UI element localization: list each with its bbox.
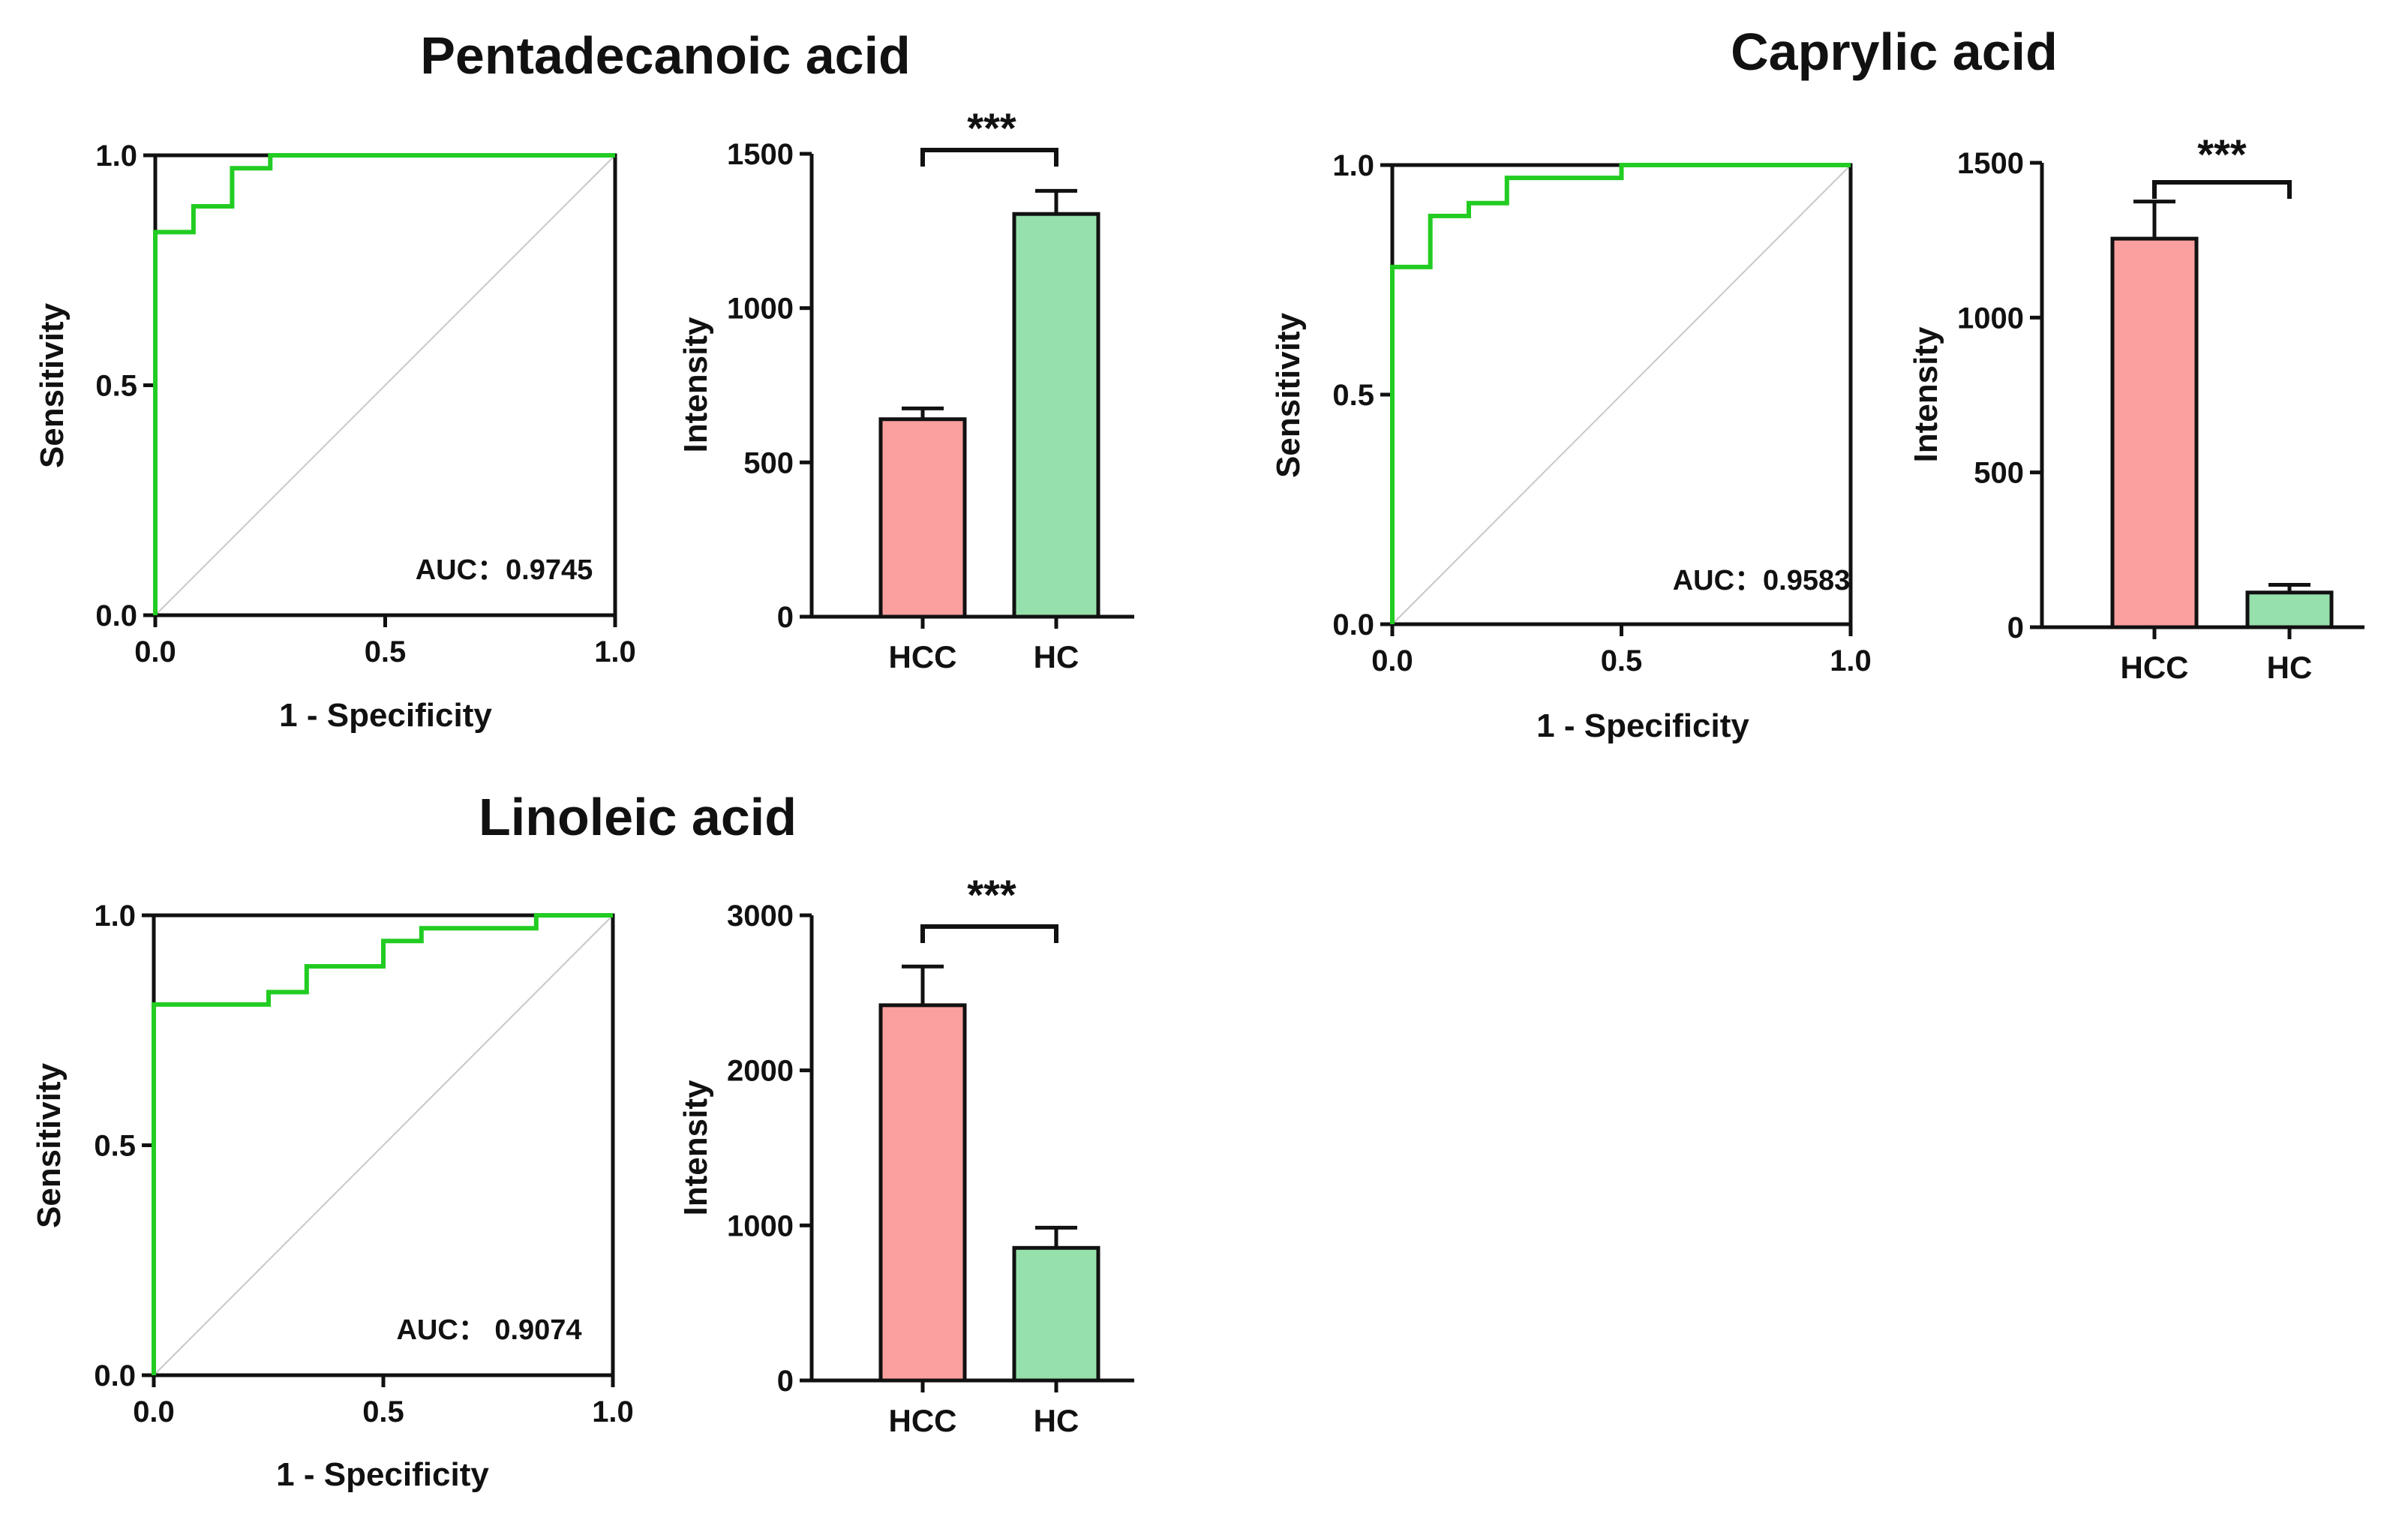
- significance-bracket: [920, 148, 1058, 167]
- y-axis-label: Intensity: [677, 1080, 714, 1215]
- bar-hcc: [2110, 236, 2199, 629]
- x-tick-label: 0.0: [134, 635, 176, 668]
- category-label: HCC: [889, 639, 957, 674]
- category-label: HC: [1034, 639, 1079, 674]
- x-axis-label: 1 - Specificity: [279, 697, 492, 734]
- category-label: HCC: [889, 1403, 957, 1438]
- category-label: HC: [2267, 650, 2313, 685]
- bar-hcc: [878, 1003, 967, 1383]
- y-tick-label: 2000: [727, 1055, 794, 1088]
- pentadecanoic-title: Pentadecanoic acid: [420, 26, 911, 85]
- x-tick-label: 1.0: [594, 635, 636, 668]
- bar-hc: [1012, 1245, 1100, 1383]
- significance-label: ***: [967, 871, 1016, 918]
- roc-curve-line: [153, 153, 615, 615]
- roc-curve-line: [1390, 163, 1851, 624]
- diagonal-reference-line: [153, 915, 614, 1376]
- y-tick-label: 500: [743, 446, 794, 479]
- y-tick-label: 1.0: [1332, 149, 1374, 182]
- y-tick-label: 0.5: [95, 370, 137, 403]
- y-tick-label: 0.0: [1332, 608, 1374, 641]
- y-tick-label: 1500: [727, 138, 794, 171]
- significance-bracket: [2152, 180, 2292, 199]
- y-tick-label: 1000: [727, 1209, 794, 1242]
- y-axis-label: Sensitivity: [1270, 312, 1307, 478]
- x-tick-label: 0.0: [133, 1395, 175, 1428]
- x-tick-label: 0.5: [365, 635, 407, 668]
- y-tick-label: 0: [777, 601, 794, 634]
- x-tick-label: 0.0: [1371, 644, 1413, 677]
- significance-label: ***: [2197, 131, 2247, 178]
- roc-curve-line: [152, 913, 613, 1375]
- auc-annotation: AUC：0.9745: [416, 554, 593, 586]
- roc-chart-pentadecanoic: 1 - Specificity Sensitivity AUC：0.9745 0…: [34, 140, 636, 734]
- bar-chart-pentadecanoic: Intensity *** 0 500 1000 1500 HCC HC: [677, 104, 1134, 674]
- x-axis-label: 1 - Specificity: [1536, 707, 1749, 744]
- y-tick-label: 0.0: [95, 599, 137, 632]
- y-tick-label: 0.5: [94, 1130, 136, 1163]
- y-tick-label: 3000: [727, 900, 794, 933]
- y-tick-label: 1.0: [95, 140, 137, 173]
- bar-hc: [1012, 212, 1100, 619]
- y-axis-label: Intensity: [677, 317, 714, 452]
- linoleic-title: Linoleic acid: [479, 788, 797, 846]
- y-tick-label: 0: [777, 1365, 794, 1398]
- y-tick-label: 0.5: [1332, 379, 1374, 412]
- y-tick-label: 1.0: [94, 900, 136, 933]
- x-axis-label: 1 - Specificity: [276, 1456, 489, 1493]
- auc-annotation: AUC：0.9583: [1673, 565, 1851, 596]
- bar-hcc: [878, 417, 967, 619]
- y-tick-label: 0.0: [94, 1359, 136, 1392]
- y-axis-label: Sensitivity: [34, 302, 71, 468]
- bar-chart-caprylic: Intensity *** 0 500 1000 1500 HCC HC: [1908, 131, 2364, 685]
- category-label: HCC: [2121, 650, 2189, 685]
- significance-label: ***: [967, 104, 1016, 152]
- diagonal-reference-line: [155, 155, 616, 616]
- y-axis-label: Intensity: [1908, 326, 1944, 462]
- y-tick-label: 1000: [727, 293, 794, 326]
- category-label: HC: [1034, 1403, 1079, 1438]
- y-tick-label: 1500: [1957, 147, 2024, 180]
- significance-bracket: [920, 924, 1058, 943]
- x-tick-label: 1.0: [1830, 644, 1872, 677]
- x-tick-label: 0.5: [1601, 644, 1643, 677]
- y-tick-label: 1000: [1957, 302, 2024, 335]
- y-tick-label: 500: [1974, 457, 2024, 490]
- x-tick-label: 0.5: [362, 1395, 404, 1428]
- auc-annotation: AUC： 0.9074: [396, 1314, 581, 1346]
- y-axis-label: Sensitivity: [31, 1062, 68, 1228]
- caprylic-title: Caprylic acid: [1731, 23, 2058, 81]
- y-tick-label: 0: [2007, 611, 2024, 644]
- diagonal-reference-line: [1392, 164, 1851, 625]
- bar-chart-linoleic: Intensity *** 0 1000 2000 3000 HCC HC: [677, 871, 1134, 1438]
- roc-chart-caprylic: 1 - Specificity Sensitivity AUC：0.9583 0…: [1270, 149, 1872, 744]
- bar-hc: [2245, 590, 2334, 629]
- x-tick-label: 1.0: [592, 1395, 634, 1428]
- roc-chart-linoleic: 1 - Specificity Sensitivity AUC： 0.9074 …: [31, 900, 634, 1493]
